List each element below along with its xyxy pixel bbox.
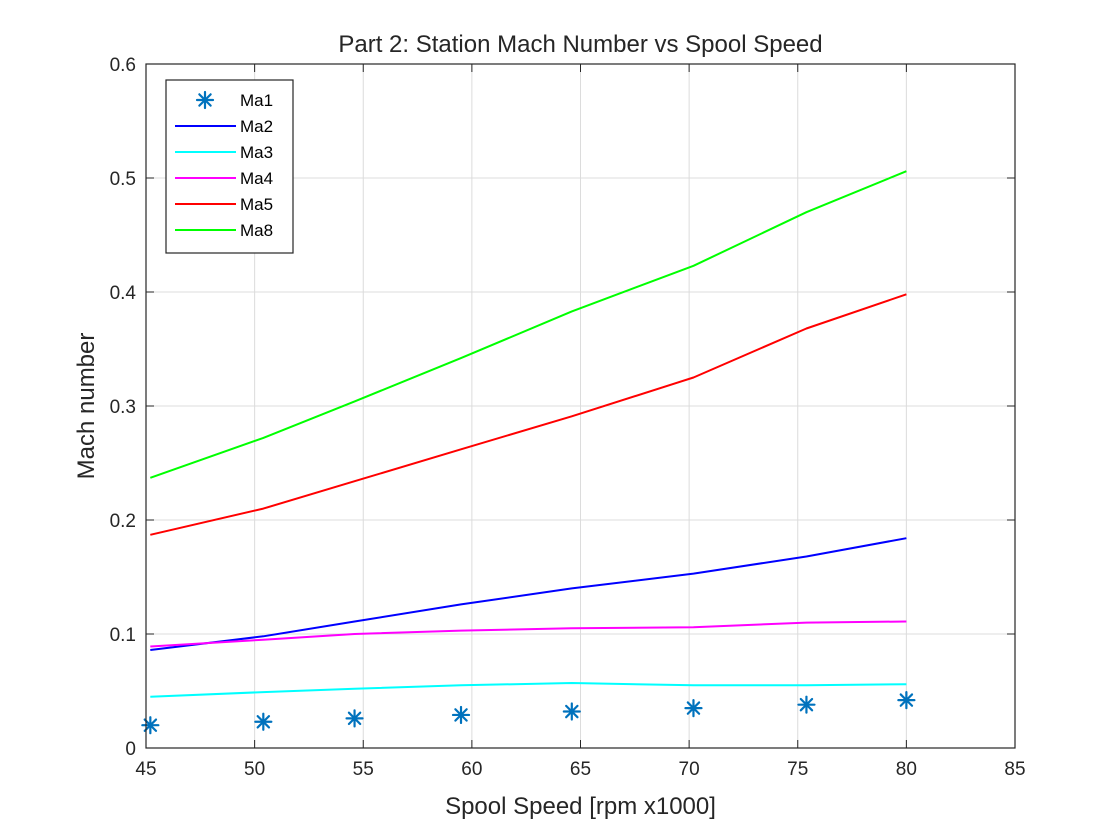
series-ma5 <box>150 293 907 536</box>
series-ma2 <box>150 537 907 651</box>
data-point-ma1 <box>254 712 273 731</box>
x-tick-label: 85 <box>1004 759 1025 780</box>
x-tick-label: 50 <box>244 759 265 780</box>
series-line-ma8 <box>149 170 907 479</box>
series-line-ma2 <box>150 537 907 651</box>
legend-box <box>165 79 294 254</box>
legend-item-ma1: Ma1 <box>195 90 273 110</box>
data-point-ma1 <box>345 709 364 728</box>
y-tick-label: 0.5 <box>110 169 136 190</box>
series-ma8 <box>149 170 907 479</box>
grid <box>146 64 1015 748</box>
data-point-ma1 <box>684 698 703 718</box>
y-tick-label: 0.1 <box>110 625 136 646</box>
legend-item-ma8: Ma8 <box>175 221 273 240</box>
legend: Ma1 Ma2 Ma3 Ma4 Ma5 Ma8 <box>165 79 294 254</box>
x-axis-label: Spool Speed [rpm x1000] <box>445 793 716 820</box>
legend-item-ma3: Ma3 <box>175 143 273 162</box>
series-line-ma3 <box>150 682 907 698</box>
x-tick-label: 70 <box>679 759 700 780</box>
legend-label: Ma5 <box>240 195 273 214</box>
x-tick-label: 45 <box>135 759 156 780</box>
data-point-ma1 <box>451 705 471 725</box>
series-line-ma5 <box>150 293 907 536</box>
legend-item-ma4: Ma4 <box>175 169 273 188</box>
legend-label: Ma1 <box>240 91 273 110</box>
series-line-ma4 <box>150 620 907 648</box>
x-tick-label: 75 <box>787 759 808 780</box>
chart-title: Part 2: Station Mach Number vs Spool Spe… <box>338 31 822 58</box>
legend-label: Ma4 <box>240 169 273 188</box>
data-point-ma1 <box>797 695 816 714</box>
y-tick-label: 0.3 <box>110 397 136 418</box>
y-tick-label: 0.2 <box>110 511 136 532</box>
y-tick-label: 0 <box>125 739 136 760</box>
y-tick-label: 0.6 <box>110 55 136 76</box>
data-point-ma1 <box>562 702 581 721</box>
y-tick-label: 0.4 <box>110 283 137 304</box>
legend-item-ma5: Ma5 <box>175 195 273 214</box>
series-ma4 <box>150 620 907 648</box>
x-tick-label: 55 <box>353 759 374 780</box>
ticks: 45 50 55 60 65 70 75 80 85 0 0.1 0.2 0.3 0.4 0.5 0.6 <box>110 55 1026 780</box>
series-layer <box>141 170 916 735</box>
legend-label: Ma3 <box>240 143 273 162</box>
data-point-ma1 <box>141 716 160 735</box>
legend-item-ma2: Ma2 <box>175 117 273 136</box>
series-ma3 <box>150 682 907 698</box>
series-ma1 <box>141 691 916 735</box>
legend-label: Ma2 <box>240 117 273 136</box>
data-point-ma1 <box>897 691 916 710</box>
legend-label: Ma8 <box>240 221 273 240</box>
x-tick-label: 60 <box>461 759 482 780</box>
legend-marker <box>195 90 215 110</box>
x-tick-label: 80 <box>896 759 917 780</box>
y-axis-label: Mach number <box>73 333 100 480</box>
x-tick-label: 65 <box>570 759 591 780</box>
